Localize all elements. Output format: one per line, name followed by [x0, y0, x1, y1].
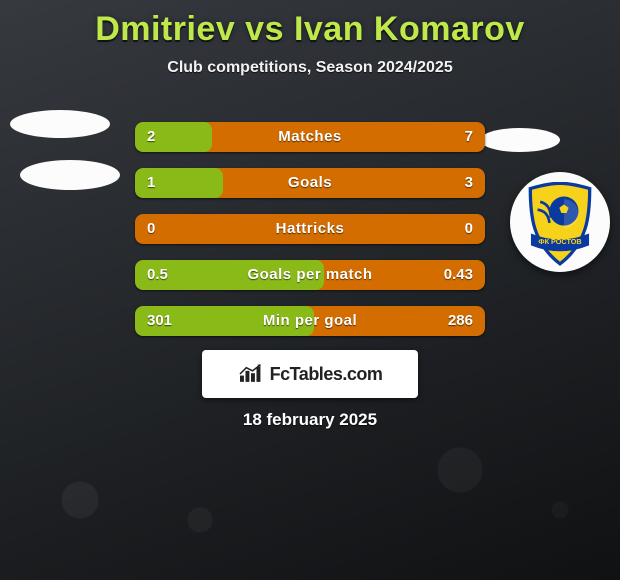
page: Dmitriev vs Ivan Komarov Club competitio…: [0, 0, 620, 580]
brand-text: FcTables.com: [270, 364, 383, 385]
stat-row: 00Hattricks: [135, 214, 485, 244]
avatar-right-halo: [480, 128, 560, 152]
page-subtitle: Club competitions, Season 2024/2025: [0, 59, 620, 77]
brand-chart-icon: [238, 363, 264, 385]
player-avatar-right: ФК РОСТОВ: [510, 172, 610, 272]
stat-label: Goals: [135, 168, 485, 198]
stat-label: Hattricks: [135, 214, 485, 244]
avatar-left-halo-2: [10, 110, 110, 138]
brand-badge: FcTables.com: [202, 350, 418, 398]
player-avatar-left: [10, 110, 110, 210]
avatar-left-halo: [20, 160, 120, 190]
stat-label: Min per goal: [135, 306, 485, 336]
stat-row: 0.50.43Goals per match: [135, 260, 485, 290]
stat-label: Matches: [135, 122, 485, 152]
crest-ribbon-text: ФК РОСТОВ: [538, 237, 581, 246]
stat-row: 301286Min per goal: [135, 306, 485, 336]
stat-row: 13Goals: [135, 168, 485, 198]
club-crest-icon: ФК РОСТОВ: [527, 182, 593, 268]
stat-label: Goals per match: [135, 260, 485, 290]
page-title: Dmitriev vs Ivan Komarov: [0, 0, 620, 49]
date-line: 18 february 2025: [0, 410, 620, 430]
comparison-bars: 27Matches 13Goals 00Hattricks 0.50.43Goals …: [135, 122, 485, 352]
stat-row: 27Matches: [135, 122, 485, 152]
